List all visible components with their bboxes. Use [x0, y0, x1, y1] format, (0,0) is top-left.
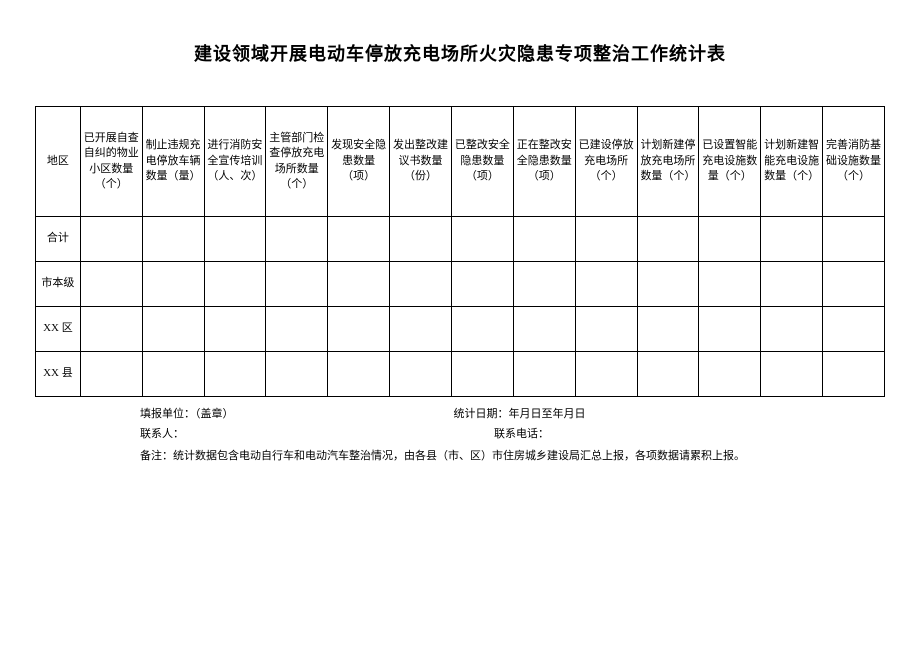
data-cell: [328, 352, 390, 397]
data-cell: [637, 217, 699, 262]
header-col-3: 进行消防安全宣传培训（人、次）: [204, 107, 266, 217]
data-cell: [80, 307, 142, 352]
data-cell: [575, 217, 637, 262]
data-cell: [637, 352, 699, 397]
phone-label: 联系电话：: [494, 425, 549, 445]
data-cell: [451, 217, 513, 262]
data-cell: [266, 307, 328, 352]
data-cell: [761, 262, 823, 307]
data-cell: [823, 352, 885, 397]
data-cell: [761, 307, 823, 352]
date-label: 统计日期：年月日至年月日: [454, 405, 586, 425]
data-cell: [80, 352, 142, 397]
data-cell: [80, 217, 142, 262]
header-col-12: 计划新建智能充电设施数量（个）: [761, 107, 823, 217]
table-row: 市本级: [36, 262, 885, 307]
header-col-13: 完善消防基础设施数量（个）: [823, 107, 885, 217]
header-col-2: 制止违规充电停放车辆数量（量）: [142, 107, 204, 217]
data-cell: [513, 352, 575, 397]
unit-label: 填报单位：（盖章）: [140, 405, 234, 425]
header-col-7: 已整改安全隐患数量（项）: [451, 107, 513, 217]
data-cell: [575, 307, 637, 352]
data-cell: [204, 352, 266, 397]
data-cell: [761, 352, 823, 397]
footer-info: 填报单位：（盖章） 统计日期：年月日至年月日 联系人： 联系电话： 备注：统计数…: [35, 405, 885, 466]
table-row: XX 区: [36, 307, 885, 352]
footer-row-2: 联系人： 联系电话：: [140, 425, 885, 445]
statistics-table: 地区 已开展自查自纠的物业小区数量（个） 制止违规充电停放车辆数量（量） 进行消…: [35, 106, 885, 397]
header-col-9: 已建设停放充电场所（个）: [575, 107, 637, 217]
page-title: 建设领域开展电动车停放充电场所火灾隐患专项整治工作统计表: [35, 40, 885, 66]
header-region: 地区: [36, 107, 81, 217]
data-cell: [142, 352, 204, 397]
data-cell: [513, 262, 575, 307]
footer-row-1: 填报单位：（盖章） 统计日期：年月日至年月日: [140, 405, 885, 425]
data-cell: [142, 217, 204, 262]
data-cell: [823, 217, 885, 262]
data-cell: [80, 262, 142, 307]
data-cell: [451, 262, 513, 307]
header-col-5: 发现安全隐患数量（项）: [328, 107, 390, 217]
region-cell: 市本级: [36, 262, 81, 307]
footer-note: 备注：统计数据包含电动自行车和电动汽车整治情况，由各县（市、区）市住房城乡建设局…: [140, 447, 885, 467]
header-col-10: 计划新建停放充电场所数量（个）: [637, 107, 699, 217]
data-cell: [575, 352, 637, 397]
data-cell: [328, 217, 390, 262]
data-cell: [699, 352, 761, 397]
data-cell: [266, 352, 328, 397]
header-col-1: 已开展自查自纠的物业小区数量（个）: [80, 107, 142, 217]
data-cell: [390, 307, 452, 352]
header-col-4: 主管部门检查停放充电场所数量（个）: [266, 107, 328, 217]
region-cell: 合计: [36, 217, 81, 262]
data-cell: [575, 262, 637, 307]
data-cell: [451, 307, 513, 352]
data-cell: [637, 262, 699, 307]
data-cell: [637, 307, 699, 352]
region-cell: XX 区: [36, 307, 81, 352]
data-cell: [142, 262, 204, 307]
data-cell: [699, 262, 761, 307]
table-header-row: 地区 已开展自查自纠的物业小区数量（个） 制止违规充电停放车辆数量（量） 进行消…: [36, 107, 885, 217]
data-cell: [823, 307, 885, 352]
data-cell: [142, 307, 204, 352]
data-cell: [699, 217, 761, 262]
data-cell: [266, 262, 328, 307]
data-cell: [699, 307, 761, 352]
header-col-6: 发出整改建议书数量（份）: [390, 107, 452, 217]
data-cell: [390, 352, 452, 397]
data-cell: [204, 217, 266, 262]
header-col-11: 已设置智能充电设施数量（个）: [699, 107, 761, 217]
table-row: 合计: [36, 217, 885, 262]
data-cell: [761, 217, 823, 262]
data-cell: [451, 352, 513, 397]
data-cell: [204, 262, 266, 307]
contact-label: 联系人：: [140, 425, 184, 445]
data-cell: [328, 307, 390, 352]
data-cell: [328, 262, 390, 307]
data-cell: [390, 217, 452, 262]
region-cell: XX 县: [36, 352, 81, 397]
header-col-8: 正在整改安全隐患数量（项）: [513, 107, 575, 217]
data-cell: [266, 217, 328, 262]
data-cell: [823, 262, 885, 307]
data-cell: [204, 307, 266, 352]
data-cell: [390, 262, 452, 307]
data-cell: [513, 217, 575, 262]
data-cell: [513, 307, 575, 352]
table-row: XX 县: [36, 352, 885, 397]
